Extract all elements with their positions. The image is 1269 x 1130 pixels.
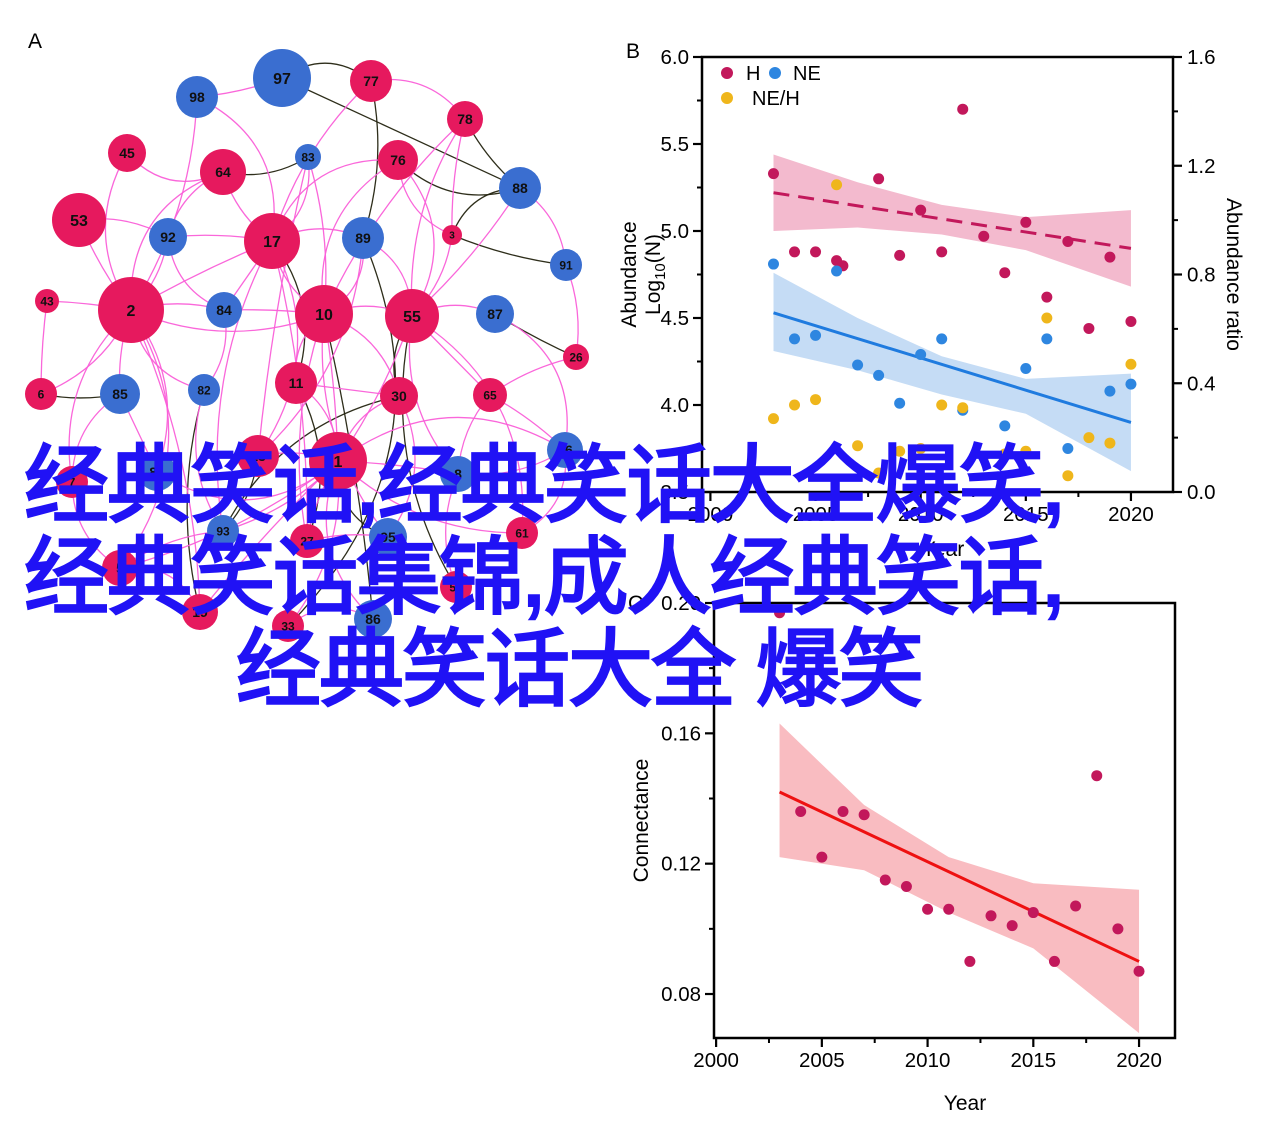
svg-text:78: 78 <box>457 111 473 127</box>
svg-text:19: 19 <box>192 604 208 620</box>
svg-text:1: 1 <box>334 454 343 471</box>
svg-text:NE/H: NE/H <box>752 88 800 110</box>
svg-text:91: 91 <box>559 258 573 272</box>
svg-text:6.0: 6.0 <box>661 46 690 69</box>
watermark-line-1: 经典笑话,经典笑话大全爆笑, <box>24 439 1065 534</box>
svg-text:89: 89 <box>355 230 371 246</box>
svg-text:1.6: 1.6 <box>1187 46 1216 69</box>
svg-text:53: 53 <box>70 213 88 230</box>
svg-text:81: 81 <box>149 464 165 480</box>
svg-text:0.12: 0.12 <box>661 853 701 876</box>
svg-text:96: 96 <box>557 442 573 458</box>
svg-text:2020: 2020 <box>1116 1049 1162 1072</box>
svg-text:85: 85 <box>112 386 128 402</box>
svg-text:2: 2 <box>127 303 136 320</box>
svg-text:6: 6 <box>38 387 45 401</box>
svg-text:13: 13 <box>250 448 266 464</box>
svg-text:0.16: 0.16 <box>661 722 701 745</box>
svg-text:27: 27 <box>300 534 314 548</box>
svg-text:97: 97 <box>273 71 291 88</box>
svg-text:84: 84 <box>216 302 232 318</box>
svg-text:65: 65 <box>483 388 497 402</box>
watermark-line-2: 经典笑话集锦,成人经典笑话, <box>24 531 1065 626</box>
svg-text:3: 3 <box>449 231 455 242</box>
svg-text:82: 82 <box>197 383 211 397</box>
svg-text:88: 88 <box>512 180 528 196</box>
svg-text:0.4: 0.4 <box>1187 372 1216 395</box>
svg-text:64: 64 <box>215 164 231 180</box>
svg-text:95: 95 <box>380 529 396 545</box>
svg-text:0.0: 0.0 <box>1187 481 1216 504</box>
svg-text:2000: 2000 <box>693 1049 739 1072</box>
svg-text:Year: Year <box>944 1092 986 1115</box>
svg-text:5.0: 5.0 <box>661 220 690 243</box>
svg-text:Connectance: Connectance <box>630 759 653 883</box>
svg-text:61: 61 <box>515 526 529 540</box>
svg-text:83: 83 <box>301 150 315 164</box>
svg-text:51: 51 <box>449 580 463 594</box>
svg-text:0.8: 0.8 <box>1187 264 1216 287</box>
svg-text:Year: Year <box>922 538 964 561</box>
svg-text:1.2: 1.2 <box>1187 155 1216 178</box>
svg-text:NE: NE <box>793 63 821 85</box>
panel-a-label: A <box>28 30 43 53</box>
svg-text:87: 87 <box>487 306 503 322</box>
svg-text:0.20: 0.20 <box>661 592 701 615</box>
svg-text:86: 86 <box>365 611 381 627</box>
svg-text:33: 33 <box>281 619 295 633</box>
svg-text:2010: 2010 <box>905 1049 951 1072</box>
svg-text:2010: 2010 <box>898 503 944 526</box>
svg-text:Abundance: Abundance <box>618 221 641 327</box>
svg-text:2020: 2020 <box>1108 503 1154 526</box>
svg-text:55: 55 <box>403 309 421 326</box>
svg-text:26: 26 <box>569 350 583 364</box>
svg-text:2005: 2005 <box>793 503 839 526</box>
watermark-line-3: 经典笑话大全 爆笑 <box>236 623 924 718</box>
svg-text:43: 43 <box>40 294 54 308</box>
svg-text:4.0: 4.0 <box>661 394 690 417</box>
svg-text:17: 17 <box>263 234 281 251</box>
svg-text:5: 5 <box>116 560 124 576</box>
svg-text:7: 7 <box>69 475 76 489</box>
svg-text:10: 10 <box>315 307 333 324</box>
svg-text:76: 76 <box>390 152 406 168</box>
svg-text:2000: 2000 <box>688 503 734 526</box>
svg-text:H: H <box>746 63 760 85</box>
svg-text:Abundance ratio: Abundance ratio <box>1222 198 1245 351</box>
svg-text:8: 8 <box>454 466 462 482</box>
svg-text:5.5: 5.5 <box>661 133 690 156</box>
svg-text:45: 45 <box>119 145 135 161</box>
panel-b-label: B <box>626 40 641 63</box>
svg-text:2015: 2015 <box>1003 503 1049 526</box>
svg-text:77: 77 <box>363 73 379 89</box>
svg-text:3.5: 3.5 <box>661 481 690 504</box>
svg-text:11: 11 <box>289 375 304 391</box>
svg-text:93: 93 <box>216 524 230 538</box>
svg-text:30: 30 <box>391 388 407 404</box>
svg-text:0.08: 0.08 <box>661 983 701 1006</box>
svg-text:98: 98 <box>189 89 205 105</box>
panel-c-label: C <box>628 592 644 615</box>
svg-text:92: 92 <box>160 229 176 245</box>
svg-text:4.5: 4.5 <box>661 307 690 330</box>
svg-text:2005: 2005 <box>799 1049 845 1072</box>
svg-text:2015: 2015 <box>1011 1049 1057 1072</box>
